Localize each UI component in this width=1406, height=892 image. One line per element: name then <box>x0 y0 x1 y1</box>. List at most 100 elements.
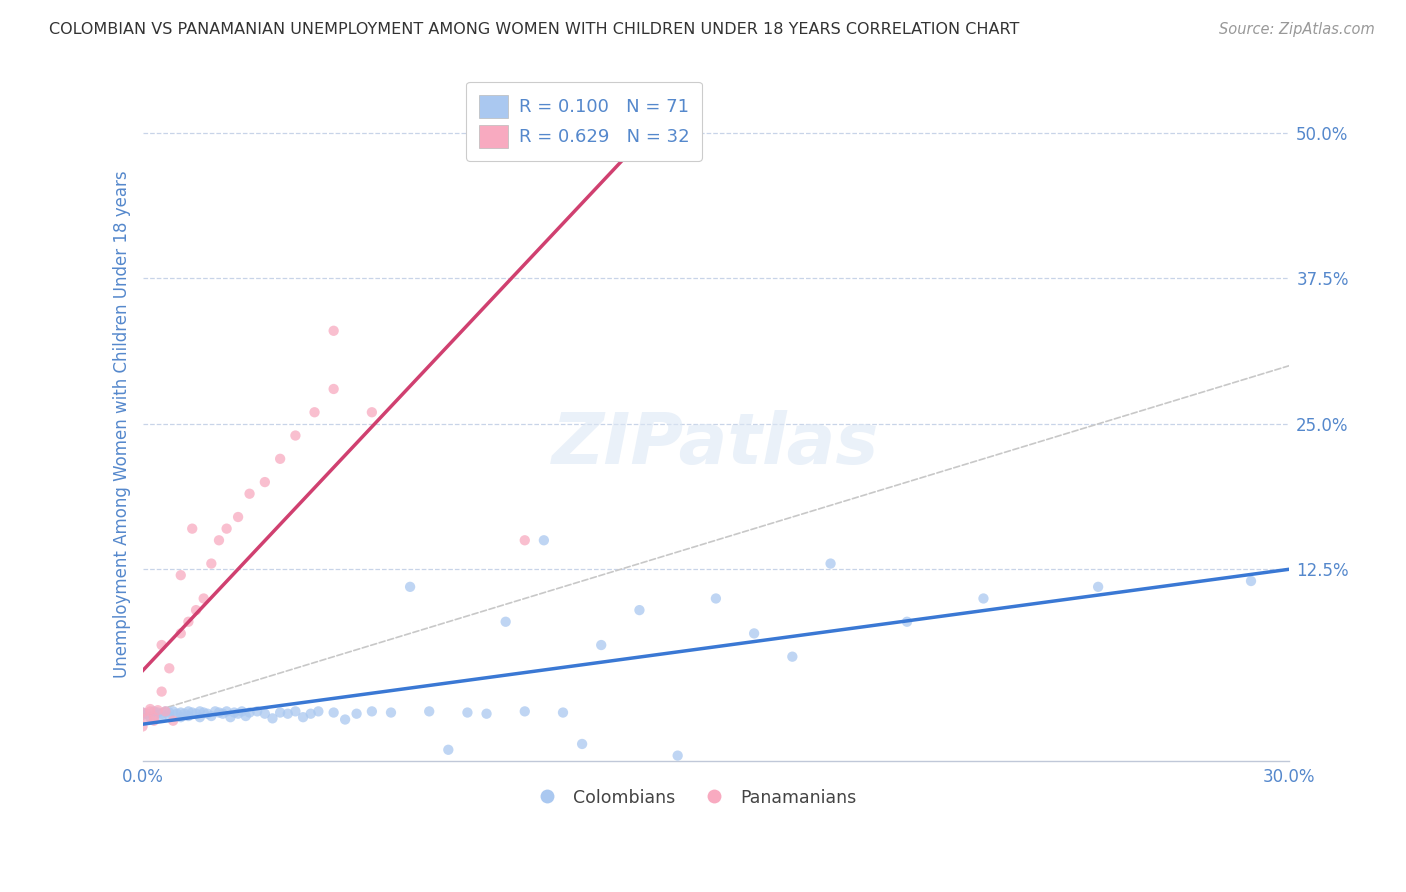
Text: COLOMBIAN VS PANAMANIAN UNEMPLOYMENT AMONG WOMEN WITH CHILDREN UNDER 18 YEARS CO: COLOMBIAN VS PANAMANIAN UNEMPLOYMENT AMO… <box>49 22 1019 37</box>
Point <box>284 428 307 442</box>
Point <box>253 706 276 721</box>
Point <box>170 568 193 582</box>
Point <box>204 705 226 719</box>
Point <box>533 533 555 548</box>
Point <box>177 705 200 719</box>
Point <box>200 709 222 723</box>
Point <box>181 706 204 720</box>
Point <box>666 748 689 763</box>
Point <box>181 522 204 536</box>
Point <box>238 487 260 501</box>
Point <box>139 702 162 716</box>
Point <box>231 705 253 719</box>
Point <box>139 710 162 724</box>
Point <box>571 737 593 751</box>
Point <box>284 705 307 719</box>
Point <box>211 706 233 721</box>
Point <box>135 706 157 721</box>
Point <box>162 705 184 719</box>
Point <box>346 706 368 721</box>
Point <box>226 706 249 721</box>
Point <box>1240 574 1263 588</box>
Point <box>262 711 284 725</box>
Point <box>150 638 173 652</box>
Point <box>131 706 153 720</box>
Point <box>131 719 153 733</box>
Point <box>591 638 613 652</box>
Point <box>513 533 536 548</box>
Point <box>170 626 193 640</box>
Point <box>972 591 994 606</box>
Point <box>215 705 238 719</box>
Point <box>166 706 188 721</box>
Point <box>896 615 918 629</box>
Point <box>333 713 356 727</box>
Point <box>269 451 291 466</box>
Point <box>139 705 162 719</box>
Point <box>157 706 180 720</box>
Point <box>782 649 804 664</box>
Point <box>131 706 153 720</box>
Point <box>177 615 200 629</box>
Point <box>360 405 382 419</box>
Point <box>143 714 166 728</box>
Point <box>197 706 219 721</box>
Text: Source: ZipAtlas.com: Source: ZipAtlas.com <box>1219 22 1375 37</box>
Point <box>170 710 193 724</box>
Point <box>200 557 222 571</box>
Point <box>208 533 231 548</box>
Point <box>418 705 440 719</box>
Point <box>177 709 200 723</box>
Point <box>219 710 242 724</box>
Point <box>146 703 169 717</box>
Point <box>215 522 238 536</box>
Point <box>170 706 193 720</box>
Point <box>820 557 842 571</box>
Point <box>246 705 269 719</box>
Point <box>188 705 211 719</box>
Point <box>437 743 460 757</box>
Point <box>184 603 207 617</box>
Point <box>155 705 177 719</box>
Point <box>269 706 291 720</box>
Point <box>628 603 651 617</box>
Legend: Colombians, Panamanians: Colombians, Panamanians <box>523 781 863 814</box>
Point <box>135 711 157 725</box>
Point <box>475 706 498 721</box>
Point <box>322 324 344 338</box>
Point <box>150 684 173 698</box>
Point <box>307 705 329 719</box>
Point <box>495 615 517 629</box>
Point <box>157 661 180 675</box>
Point <box>360 705 382 719</box>
Point <box>143 709 166 723</box>
Text: ZIPatlas: ZIPatlas <box>553 409 880 479</box>
Y-axis label: Unemployment Among Women with Children Under 18 years: Unemployment Among Women with Children U… <box>114 170 131 678</box>
Point <box>292 710 315 724</box>
Point <box>150 710 173 724</box>
Point <box>226 510 249 524</box>
Point <box>304 405 326 419</box>
Point <box>551 706 574 720</box>
Point <box>322 706 344 720</box>
Point <box>150 706 173 721</box>
Point <box>143 705 166 719</box>
Point <box>155 705 177 719</box>
Point <box>193 591 215 606</box>
Point <box>513 705 536 719</box>
Point <box>238 706 260 720</box>
Point <box>380 706 402 720</box>
Point <box>742 626 765 640</box>
Point <box>277 706 299 721</box>
Point <box>456 706 478 720</box>
Point <box>399 580 422 594</box>
Point <box>322 382 344 396</box>
Point <box>162 714 184 728</box>
Point <box>146 706 169 720</box>
Point <box>173 706 195 721</box>
Point <box>193 706 215 720</box>
Point <box>188 710 211 724</box>
Point <box>704 591 727 606</box>
Point <box>235 709 257 723</box>
Point <box>143 710 166 724</box>
